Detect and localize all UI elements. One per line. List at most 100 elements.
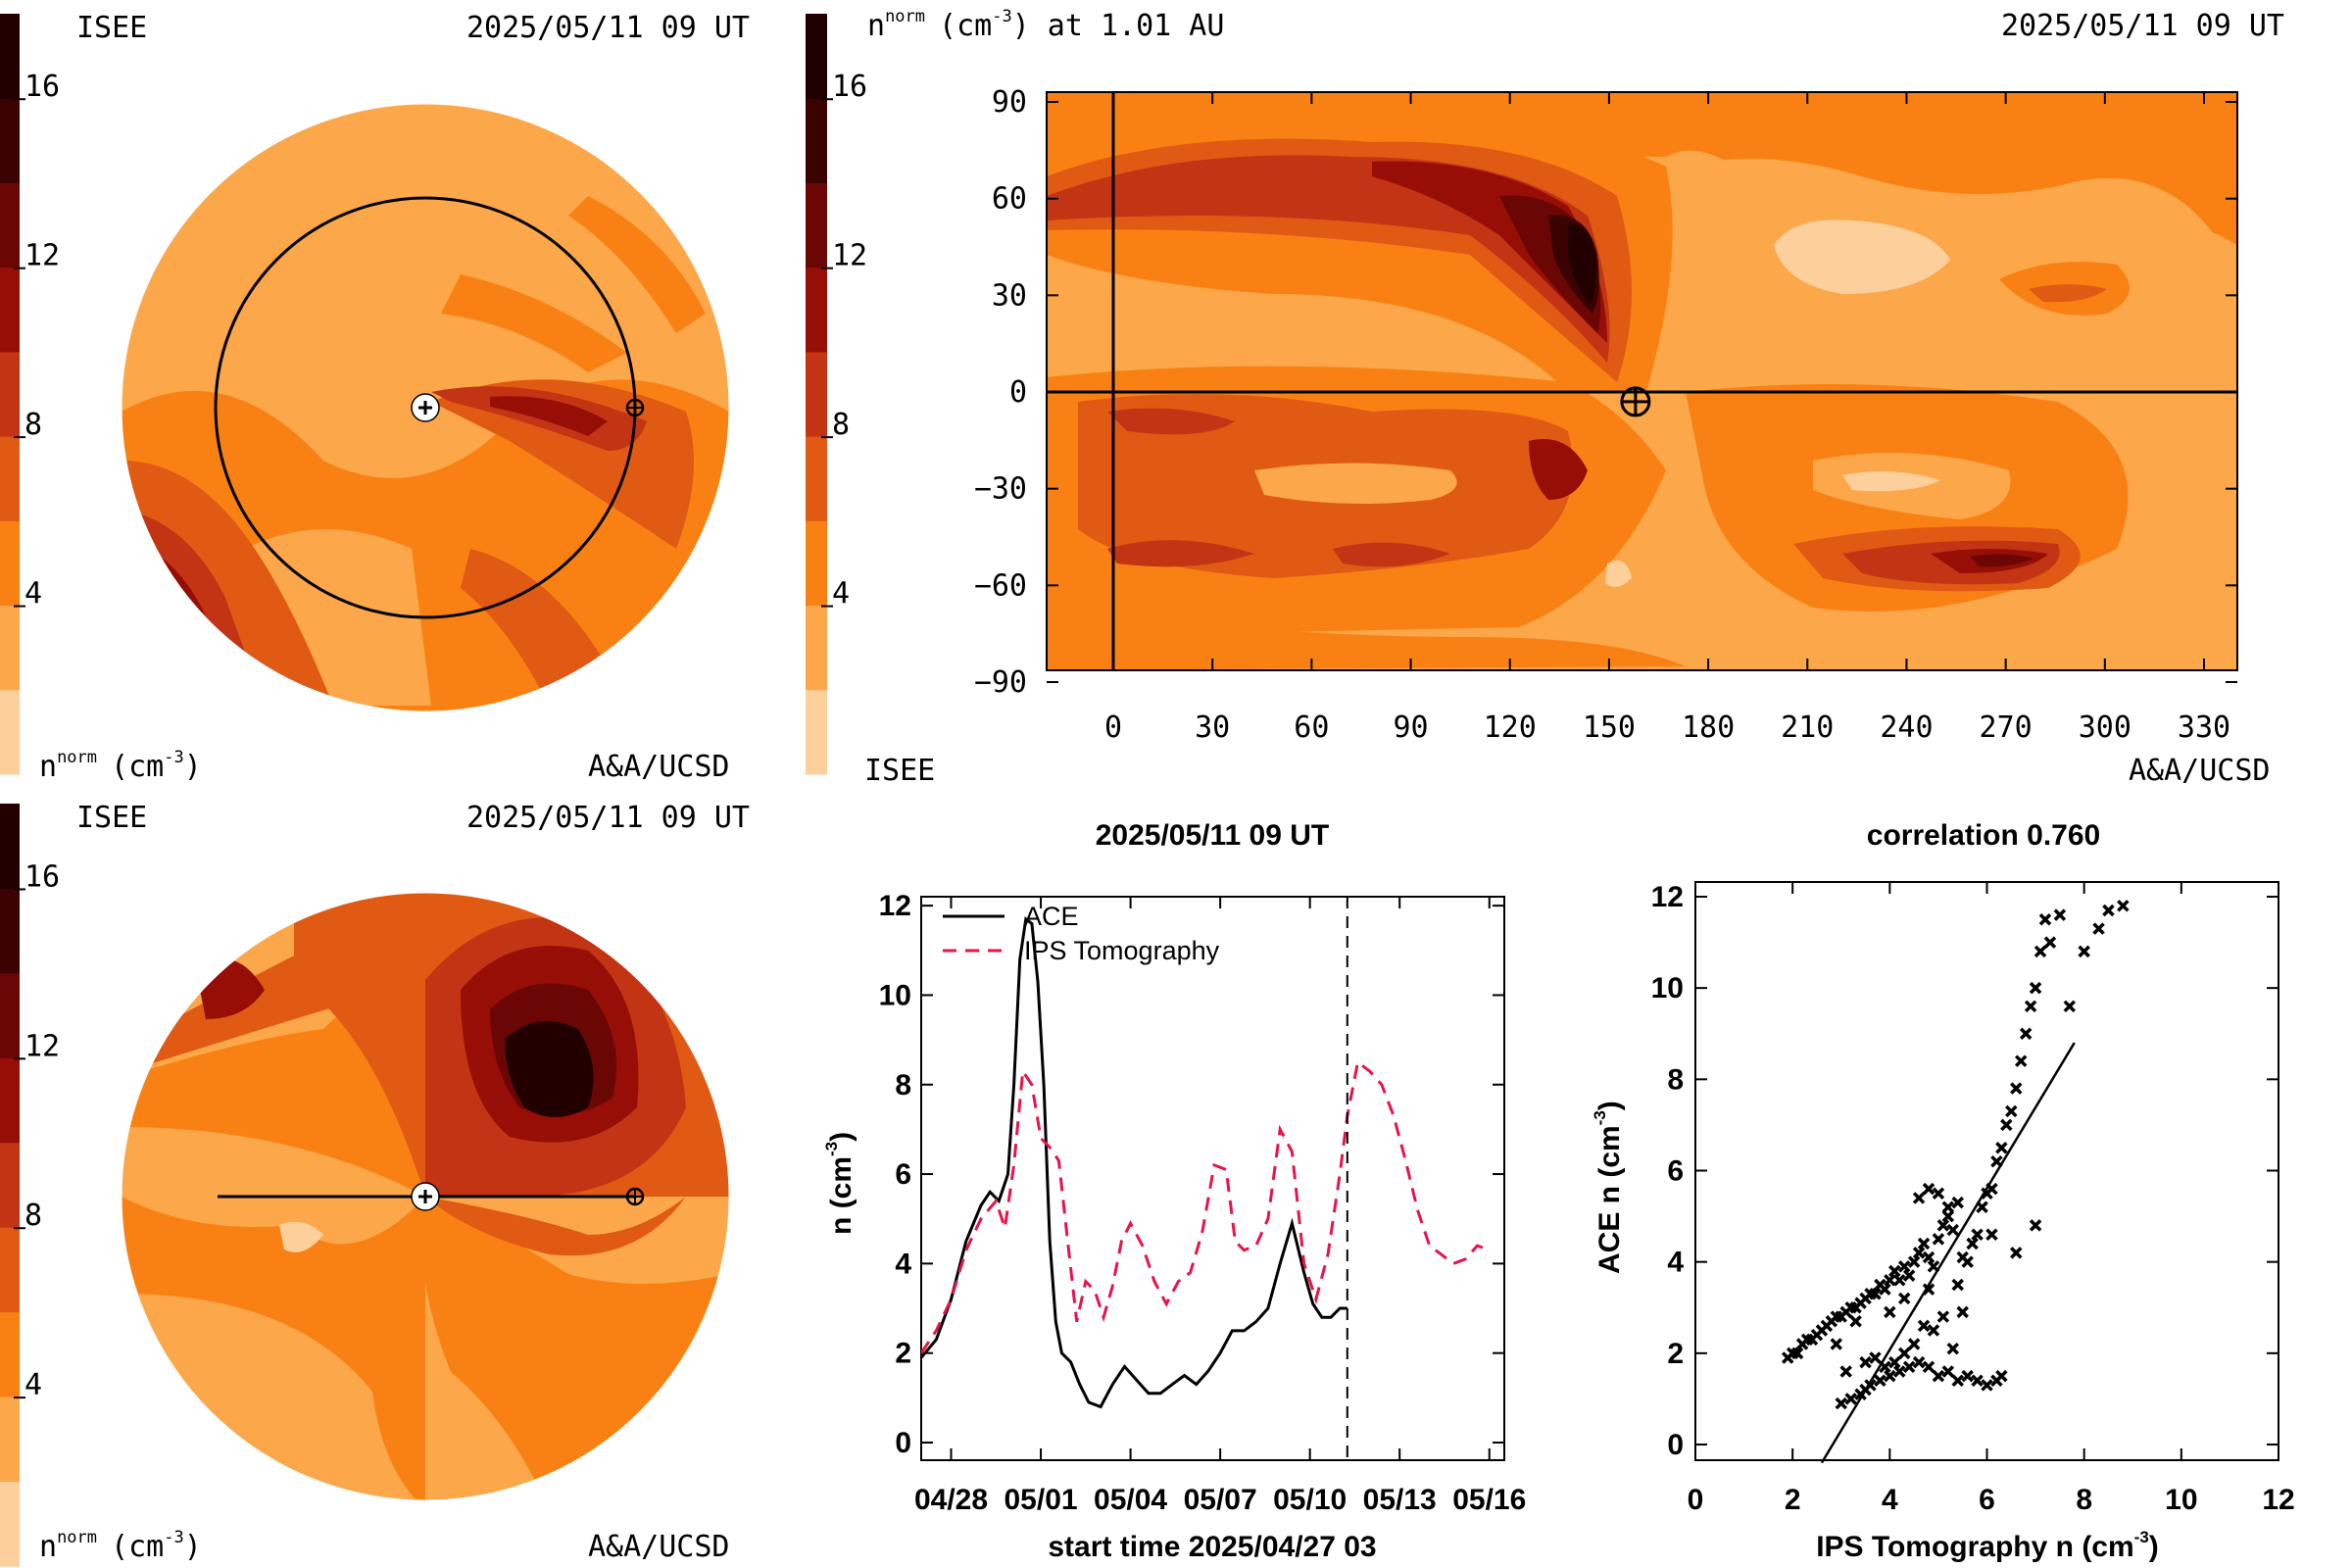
scatter-point: [1859, 1355, 1872, 1369]
scatter-panel: correlation 0.760 0 2 4 6 8 10 12 0 2 4 6 8 10 12 ACE…: [1591, 819, 2295, 1563]
scatter-point: [1971, 1228, 1984, 1241]
scatter-point: [1922, 1250, 1936, 1264]
scatter-point: [1976, 1200, 1988, 1214]
unit-label: nnorm (cm-3): [39, 1528, 202, 1564]
scatter-point: [1839, 1365, 1852, 1378]
map-x-tick-label: 30: [1195, 710, 1230, 745]
scatter-y-tick-label: 12: [1651, 881, 1684, 913]
sun-marker: [411, 393, 440, 422]
colorbar-segment: [0, 1227, 20, 1313]
scatter-x-tick-label: 8: [2076, 1484, 2092, 1516]
scatter-point: [1907, 1255, 1921, 1268]
scatter-point: [1844, 1393, 1857, 1405]
colorbar-tick-label: 4: [832, 577, 850, 612]
ts-y-tick-label: 10: [879, 979, 911, 1011]
map-y-tick-label: −30: [974, 472, 1027, 507]
scatter-y-tick-label: 10: [1651, 972, 1684, 1004]
scatter-point: [1927, 1260, 1940, 1273]
scatter-point: [1941, 1365, 1955, 1378]
scatter-point: [1893, 1274, 1906, 1287]
map-y-tick-label: 30: [992, 278, 1027, 313]
timeseries-x-label: start time 2025/04/27 03: [1048, 1531, 1376, 1563]
scatter-point: [1912, 1355, 1926, 1369]
scatter-point: [1790, 1347, 1804, 1360]
colorbar-segment: [0, 182, 20, 269]
map-x-tick-label: 210: [1781, 710, 1834, 745]
colorbar-segment: [806, 351, 827, 437]
credit-label: A&A/UCSD: [588, 1530, 730, 1564]
colorbar-tick-label: 12: [24, 1029, 60, 1063]
scatter-point: [2014, 1054, 2028, 1067]
scatter-point: [2010, 1247, 2023, 1259]
scatter-point: [1874, 1374, 1886, 1388]
scatter-point: [1849, 1314, 1862, 1328]
colorbar-segment: [806, 520, 827, 607]
colorbar-segment: [0, 267, 20, 353]
scatter-point: [1912, 1247, 1926, 1259]
map-x-tick-label: 60: [1294, 710, 1329, 745]
panel-datetime: 2025/05/11 09 UT: [466, 801, 750, 835]
colorbar-segment: [0, 98, 20, 183]
scatter-point: [1985, 1228, 1998, 1241]
ts-x-tick-label: 04/28: [914, 1484, 988, 1516]
colorbar-segment: [806, 436, 827, 521]
density-contour-band: [1254, 463, 1457, 504]
scatter-point: [1884, 1369, 1896, 1383]
density-contour-band: [1970, 554, 2034, 567]
colorbar-segment: [806, 267, 827, 353]
scatter-point: [1897, 1260, 1911, 1273]
scatter-point: [1864, 1379, 1877, 1392]
map-x-tick-label: 270: [1980, 710, 2033, 745]
scatter-point: [2038, 913, 2052, 926]
scatter-point: [1897, 1347, 1911, 1360]
scatter-point: [2034, 945, 2047, 958]
colorbar-segment: [0, 972, 20, 1058]
series-line-ace: [921, 916, 1348, 1409]
ts-x-tick-label: 05/07: [1184, 1484, 1257, 1516]
scatter-point: [2043, 936, 2057, 949]
panel-top-left: ISEE 2025/05/11 09 UT nnorm (cm-3): [39, 11, 750, 784]
scatter-point: [1981, 1379, 1993, 1392]
sun-marker: [411, 1182, 440, 1211]
colorbar-tick-label: 8: [832, 408, 850, 442]
density-contour-band: [122, 1197, 425, 1500]
scatter-point: [2019, 1027, 2033, 1040]
panel-org-label: ISEE: [76, 11, 147, 45]
earth-marker: [1620, 386, 1651, 417]
colorbar-segment: [0, 14, 20, 99]
regression-line: [1820, 1042, 2076, 1464]
scatter-x-tick-label: 6: [1979, 1484, 1995, 1516]
scatter-point: [1922, 1283, 1936, 1296]
colorbar-segment: [0, 436, 20, 521]
credit-label: A&A/UCSD: [588, 750, 730, 784]
scatter-point: [1888, 1355, 1901, 1369]
scatter-point: [2063, 1000, 2077, 1013]
scatter-point: [1951, 1374, 1964, 1388]
map-x-tick-label: 330: [2178, 710, 2230, 745]
panel-datetime: 2025/05/11 09 UT: [466, 11, 750, 45]
density-contour-band: [1333, 542, 1450, 567]
map-x-tick-label: 180: [1682, 710, 1735, 745]
scatter-point: [1951, 1278, 1964, 1292]
scatter-point: [1946, 1223, 1960, 1237]
scatter-point: [2053, 908, 2067, 921]
map-y-tick-label: −90: [974, 665, 1027, 700]
scatter-point: [2010, 1082, 2023, 1095]
map-x-tick-label: 240: [1880, 710, 1933, 745]
colorbar-segment: [806, 98, 827, 183]
map-y-tick-label: 0: [1009, 375, 1027, 410]
scatter-point: [2000, 1118, 2013, 1132]
scatter-point: [1932, 1187, 1945, 1200]
scatter-x-tick-label: 0: [1688, 1484, 1704, 1516]
scatter-point: [2029, 1219, 2042, 1232]
scatter-point: [1961, 1369, 1974, 1383]
scatter-plot-frame: [1694, 881, 2279, 1461]
scatter-point: [1884, 1274, 1896, 1287]
density-contour-band: [1568, 224, 1596, 304]
map-x-tick-label: 300: [2079, 710, 2132, 745]
scatter-point: [2024, 1000, 2037, 1013]
map-area: [1047, 92, 2237, 670]
ts-x-tick-label: 05/01: [1004, 1484, 1078, 1516]
map-title: nnorm (cm-3) at 1.01 AU: [867, 7, 1224, 43]
